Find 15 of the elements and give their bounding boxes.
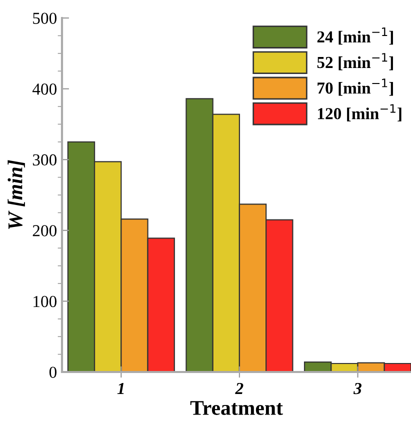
- x-tick-label: 3: [353, 382, 362, 394]
- y-axis-title: W [min]: [8, 160, 25, 229]
- legend-label: 52 [min$^{−1}$]: [317, 53, 393, 70]
- y-tick-label: 100: [34, 296, 57, 308]
- x-axis-title: Treatment: [190, 401, 283, 415]
- y-tick-label: 300: [32, 154, 57, 166]
- legend-label: 120 [min$^{−1}$]: [318, 104, 402, 122]
- legend-label: 24 [min$^{−1}$]: [317, 28, 393, 45]
- y-tick-label: 200: [32, 225, 57, 236]
- y-tick-label: 400: [32, 84, 57, 95]
- y-tick-label: 0: [49, 366, 57, 378]
- x-tick-label: 2: [235, 382, 244, 394]
- y-tick-label: 500: [33, 12, 57, 24]
- legend-label: 70 [min$^{−1}$]: [318, 78, 393, 96]
- x-tick-label: 1: [117, 382, 124, 394]
